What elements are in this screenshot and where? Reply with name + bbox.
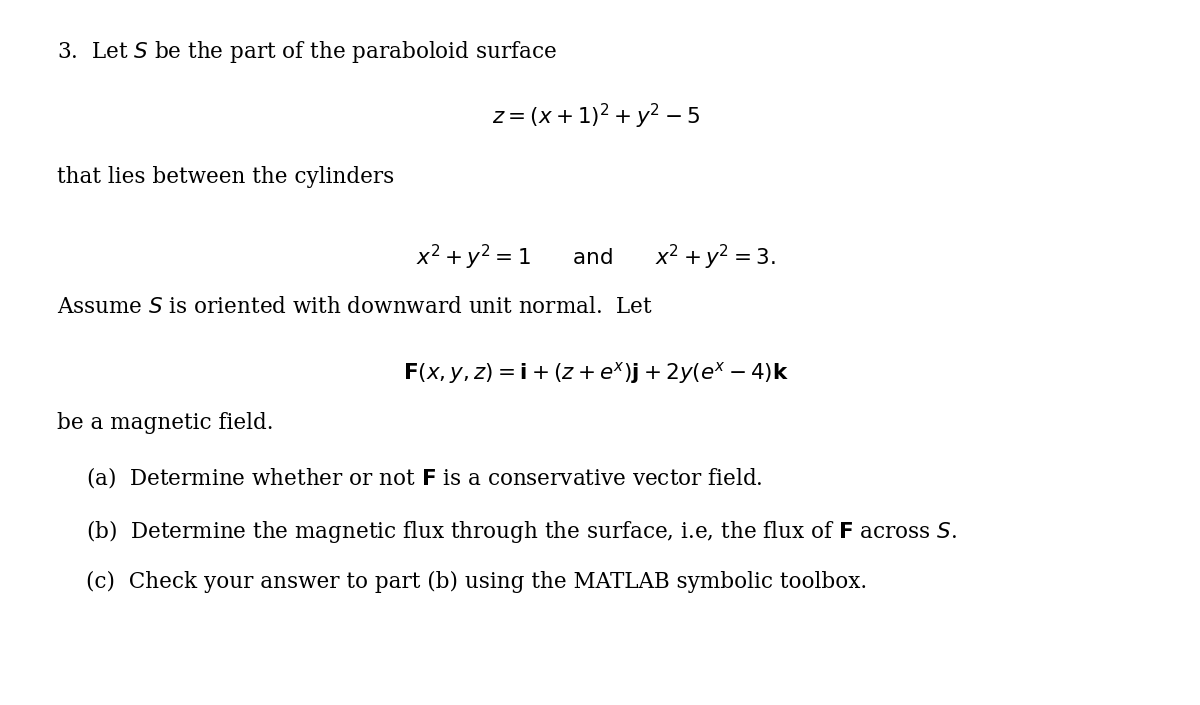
Text: Assume $S$ is oriented with downward unit normal.  Let: Assume $S$ is oriented with downward uni… — [58, 296, 653, 318]
Text: 3.  Let $S$ be the part of the paraboloid surface: 3. Let $S$ be the part of the paraboloid… — [58, 39, 557, 65]
Text: $x^2 + y^2 = 1 \quad\quad \text{and} \quad\quad x^2 + y^2 = 3.$: $x^2 + y^2 = 1 \quad\quad \text{and} \qu… — [416, 243, 776, 272]
Text: that lies between the cylinders: that lies between the cylinders — [58, 166, 395, 188]
Text: (c)  Check your answer to part (b) using the MATLAB symbolic toolbox.: (c) Check your answer to part (b) using … — [86, 571, 866, 593]
Text: $z = (x+1)^2 + y^2 - 5$: $z = (x+1)^2 + y^2 - 5$ — [492, 102, 700, 131]
Text: (b)  Determine the magnetic flux through the surface, i.e, the flux of $\mathbf{: (b) Determine the magnetic flux through … — [86, 518, 956, 545]
Text: be a magnetic field.: be a magnetic field. — [58, 412, 274, 434]
Text: $\mathbf{F}(x, y, z) = \mathbf{i} + (z + e^x)\mathbf{j} + 2y(e^x - 4)\mathbf{k}$: $\mathbf{F}(x, y, z) = \mathbf{i} + (z +… — [403, 360, 790, 386]
Text: (a)  Determine whether or not $\mathbf{F}$ is a conservative vector field.: (a) Determine whether or not $\mathbf{F}… — [86, 465, 762, 490]
